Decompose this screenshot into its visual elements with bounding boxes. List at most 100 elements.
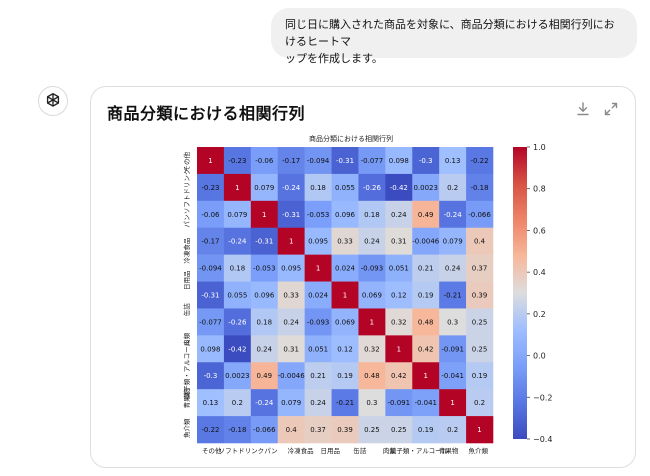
heatmap-cell-value: -0.066	[468, 211, 491, 219]
heatmap-cell	[358, 308, 386, 336]
download-button[interactable]	[573, 99, 593, 119]
heatmap-cell	[197, 227, 225, 255]
heatmap-cell-value: -0.24	[282, 184, 301, 192]
heatmap-cell	[223, 200, 252, 229]
heatmap-cell-value: -0.094	[199, 265, 222, 273]
heatmap-cell-value: 0.0023	[225, 372, 250, 380]
heatmap-cell-value: -0.0046	[278, 372, 306, 380]
heatmap-cell-value: 0.098	[389, 157, 409, 165]
x-tick-label: 缶詰	[353, 446, 367, 455]
heatmap-cell	[277, 254, 305, 282]
colorbar-tick-label: 0.2	[533, 310, 546, 319]
heatmap-cell	[304, 200, 332, 229]
colorbar-gradient	[513, 147, 527, 439]
heatmap-cell	[439, 254, 467, 282]
heatmap-cell-value: 0.4	[474, 238, 486, 246]
heatmap-cell-value: 1	[289, 238, 293, 246]
heatmap-cell	[331, 308, 359, 336]
y-tick-label: 肉類	[182, 332, 191, 346]
heatmap-cell-value: 0.069	[362, 292, 382, 300]
openai-logo-icon	[46, 93, 60, 107]
heatmap-cell-value: 0.19	[418, 292, 434, 300]
heatmap-cell-value: 0.24	[283, 318, 299, 326]
heatmap-cell-value: 0.48	[364, 372, 380, 380]
x-tick-label: パン	[264, 447, 277, 455]
heatmap-cell-value: -0.18	[470, 184, 488, 192]
heatmap-cell	[466, 254, 494, 282]
heatmap-cell	[385, 416, 413, 444]
heatmap-cell-value: 0.39	[337, 426, 353, 434]
heatmap-cell-value: 0.49	[256, 372, 272, 380]
heatmap-cell-value: 0.21	[310, 372, 326, 380]
heatmap-cell-value: 0.21	[418, 265, 434, 273]
heatmap-cell	[358, 389, 386, 417]
y-tick-label: 青果物	[182, 388, 191, 408]
heatmap-cell-value: -0.24	[228, 238, 247, 246]
heatmap-cell	[358, 335, 386, 363]
heatmap-cell-value: -0.041	[441, 372, 464, 380]
heatmap-cell	[277, 362, 305, 390]
heatmap-cell	[412, 335, 440, 363]
heatmap-cell-value: 0.25	[472, 345, 488, 353]
heatmap-cell-value: 0.069	[335, 318, 355, 326]
heatmap-cell	[250, 389, 279, 417]
heatmap-cell	[466, 147, 494, 175]
heatmap-cell	[304, 147, 332, 175]
heatmap-cell	[439, 281, 467, 309]
y-tick-label: 冷凍食品	[182, 238, 191, 264]
heatmap-cell-value: -0.31	[201, 292, 219, 300]
heatmap-cell-value: 0.49	[418, 211, 434, 219]
heatmap-cell-value: -0.3	[419, 157, 433, 165]
heatmap-cell-value: -0.0046	[412, 238, 440, 246]
heatmap-cell-value: -0.18	[228, 426, 246, 434]
heatmap-cell	[358, 147, 386, 175]
heatmap-cell-value: 0.37	[472, 265, 488, 273]
heatmap-cell-value: -0.31	[255, 238, 273, 246]
heatmap-cell-value: 0.32	[391, 318, 407, 326]
heatmap-cell-value: 0.4	[286, 426, 298, 434]
heatmap-cell-value: 0.25	[391, 426, 407, 434]
heatmap-cell-value: -0.24	[255, 399, 274, 407]
heatmap-cell-value: 0.096	[254, 292, 275, 300]
heatmap-cell	[439, 308, 467, 336]
heatmap-cell	[277, 416, 305, 444]
heatmap-cell	[250, 200, 279, 229]
heatmap-cell	[304, 335, 332, 363]
heatmap-cell-value: 0.055	[335, 184, 355, 192]
heatmap-cell	[412, 281, 440, 309]
heatmap-svg: 商品分類における相関行列 1 -0.23 -0.06 -0.17 -0.094 -0.31…	[182, 134, 552, 455]
heatmap-cell	[358, 200, 386, 229]
heatmap-cell-value: -0.42	[390, 184, 408, 192]
heatmap-cell	[223, 147, 252, 175]
heatmap-cell-value: 1	[397, 345, 401, 353]
heatmap-cell	[277, 147, 305, 175]
heatmap-cell-value: 0.25	[364, 426, 380, 434]
x-tick-label: 青果物	[439, 446, 459, 455]
colorbar-tick-label: −0.2	[533, 393, 552, 402]
heatmap-cell	[223, 389, 252, 417]
heatmap-cell	[412, 227, 440, 255]
heatmap-cell-value: 0.3	[447, 318, 458, 326]
heatmap-cell	[331, 147, 359, 175]
user-message-line-2: ップを作成します。	[285, 52, 383, 65]
y-tick-label: 菓子類・アルコール	[182, 339, 191, 398]
heatmap-cell	[385, 254, 413, 282]
heatmap-cell-value: 0.13	[203, 399, 219, 407]
heatmap-cell	[197, 335, 225, 363]
colorbar-tick-label: 0.6	[533, 226, 546, 235]
heatmap-cell-value: 0.42	[391, 372, 407, 380]
heatmap-cell	[304, 416, 332, 444]
heatmap-cell-value: -0.077	[361, 157, 384, 165]
heatmap-cell	[304, 308, 332, 336]
x-tick-label: ソフトドリンク	[219, 447, 265, 455]
y-tick-label: 缶詰	[182, 303, 191, 317]
heatmap-cell-value: -0.094	[307, 157, 330, 165]
heatmap-cell	[385, 147, 413, 175]
heatmap-cell	[223, 362, 252, 390]
heatmap-cell	[277, 389, 305, 417]
heatmap-cell	[277, 281, 305, 309]
heatmap-cell	[466, 416, 494, 444]
expand-button[interactable]	[601, 99, 621, 119]
heatmap-cell	[412, 254, 440, 282]
